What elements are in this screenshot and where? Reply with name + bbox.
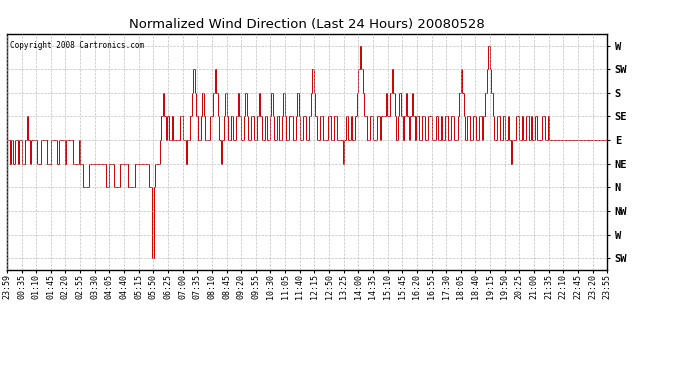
Title: Normalized Wind Direction (Last 24 Hours) 20080528: Normalized Wind Direction (Last 24 Hours… [129,18,485,31]
Text: Copyright 2008 Cartronics.com: Copyright 2008 Cartronics.com [10,41,144,50]
